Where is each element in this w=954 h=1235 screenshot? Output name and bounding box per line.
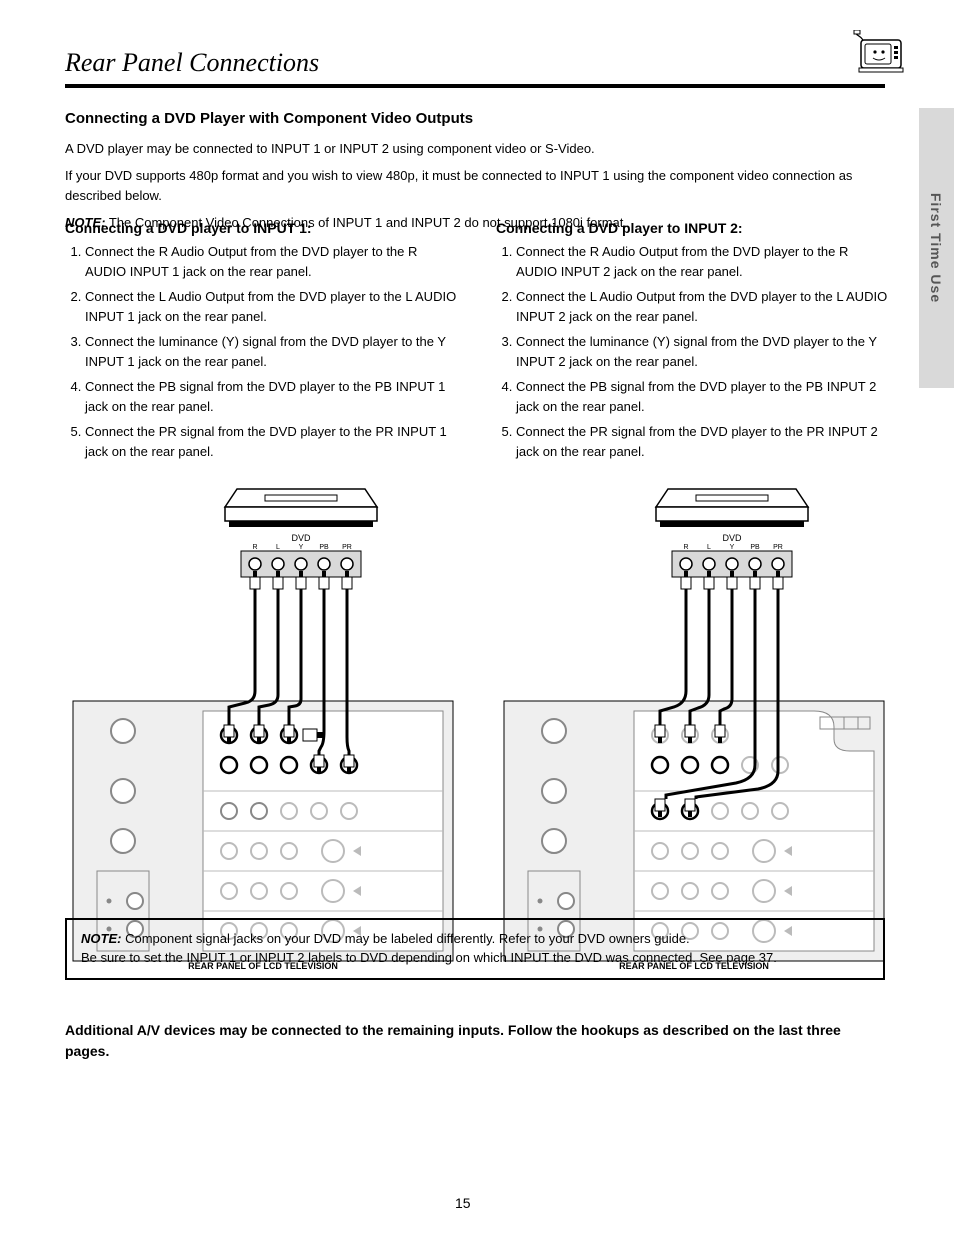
svg-text:L: L [276, 544, 280, 551]
list-item: Connect the PB signal from the DVD playe… [516, 377, 891, 416]
right-heading: Connecting a DVD player to INPUT 2: [496, 220, 891, 236]
svg-text:PR: PR [342, 544, 352, 551]
svg-text:R: R [683, 544, 688, 551]
page-root: Rear Panel Connections First Time Use Co… [0, 0, 954, 1235]
note-lead: NOTE: [81, 931, 121, 946]
left-column: Connecting a DVD player to INPUT 1: Conn… [65, 220, 460, 976]
tv-mascot-icon [853, 30, 909, 78]
sidebar-tab-label: First Time Use [929, 193, 945, 303]
list-item: Connect the R Audio Output from the DVD … [516, 242, 891, 281]
right-steps: Connect the R Audio Output from the DVD … [496, 242, 891, 461]
list-item: Connect the PR signal from the DVD playe… [85, 422, 460, 461]
svg-text:Y: Y [730, 544, 735, 551]
list-item: Connect the PR signal from the DVD playe… [516, 422, 891, 461]
svg-text:PB: PB [319, 544, 329, 551]
note-line-2: Be sure to set the INPUT 1 or INPUT 2 la… [81, 950, 777, 965]
list-item: Connect the L Audio Output from the DVD … [85, 287, 460, 326]
list-item: Connect the L Audio Output from the DVD … [516, 287, 891, 326]
page-number: 15 [455, 1195, 471, 1211]
section-heading: Connecting a DVD Player with Component V… [65, 108, 885, 131]
list-item: Connect the luminance (Y) signal from th… [85, 332, 460, 371]
intro-para-2: If your DVD supports 480p format and you… [65, 166, 885, 205]
list-item: Connect the R Audio Output from the DVD … [85, 242, 460, 281]
page-title: Rear Panel Connections [65, 48, 319, 78]
intro-para-1: A DVD player may be connected to INPUT 1… [65, 139, 885, 159]
svg-text:L: L [707, 544, 711, 551]
svg-text:PB: PB [750, 544, 760, 551]
left-diagram: DVD R L Y PB PR [65, 481, 460, 971]
right-diagram: DVD R L Y PB PR [496, 481, 891, 971]
svg-text:R: R [252, 544, 257, 551]
note-line-1: Component signal jacks on your DVD may b… [125, 931, 690, 946]
svg-text:PR: PR [773, 544, 783, 551]
left-steps: Connect the R Audio Output from the DVD … [65, 242, 460, 461]
svg-text:Y: Y [299, 544, 304, 551]
columns: Connecting a DVD player to INPUT 1: Conn… [65, 220, 891, 976]
right-column: Connecting a DVD player to INPUT 2: Conn… [496, 220, 891, 976]
svg-text:DVD: DVD [722, 533, 742, 543]
left-heading: Connecting a DVD player to INPUT 1: [65, 220, 460, 236]
note-box: NOTE: Component signal jacks on your DVD… [65, 918, 885, 980]
final-paragraph: Additional A/V devices may be connected … [65, 1020, 885, 1062]
header-rule [65, 84, 885, 88]
device-label: DVD [291, 533, 311, 543]
list-item: Connect the PB signal from the DVD playe… [85, 377, 460, 416]
sidebar-tab: First Time Use [919, 108, 954, 388]
list-item: Connect the luminance (Y) signal from th… [516, 332, 891, 371]
